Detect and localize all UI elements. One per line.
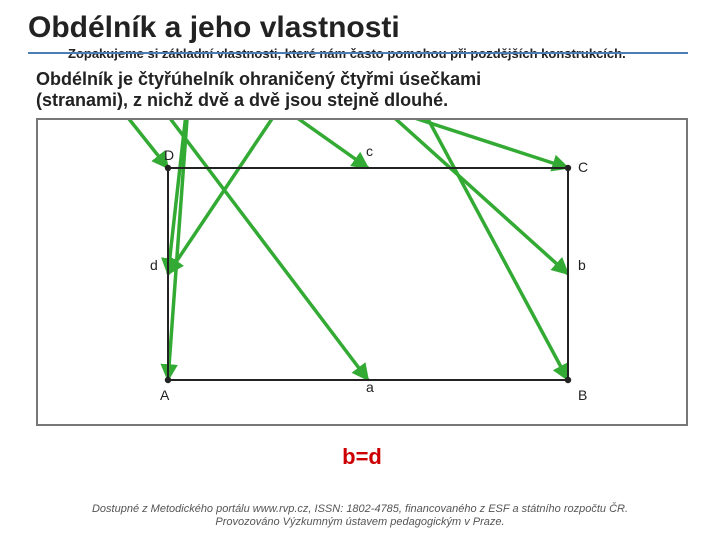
footer: Dostupné z Metodického portálu www.rvp.c…	[0, 503, 720, 531]
footer-line-1: Dostupné z Metodického portálu www.rvp.c…	[92, 503, 628, 515]
equation-text: b=d	[28, 444, 696, 470]
footer-line-2: Provozováno Výzkumným ústavem pedagogick…	[215, 516, 504, 528]
svg-text:d: d	[150, 257, 158, 273]
svg-text:b: b	[578, 257, 586, 273]
svg-text:D: D	[164, 147, 174, 163]
description: Obdélník je čtyřúhelník ohraničený čtyřm…	[36, 69, 696, 112]
svg-text:C: C	[578, 159, 588, 175]
svg-text:B: B	[578, 387, 587, 403]
diagram-svg: A B C Da b c d	[38, 120, 686, 424]
diagram-frame: A B C Da b c d	[36, 118, 688, 426]
page-title: Obdélník a jeho vlastnosti	[28, 12, 696, 44]
svg-text:A: A	[160, 387, 170, 403]
title-underline	[28, 52, 688, 54]
svg-text:a: a	[366, 379, 374, 395]
svg-text:c: c	[366, 143, 373, 159]
desc-line-2: (stranami), z nichž dvě a dvě jsou stejn…	[36, 90, 448, 110]
desc-line-1: Obdélník je čtyřúhelník ohraničený čtyřm…	[36, 69, 481, 89]
